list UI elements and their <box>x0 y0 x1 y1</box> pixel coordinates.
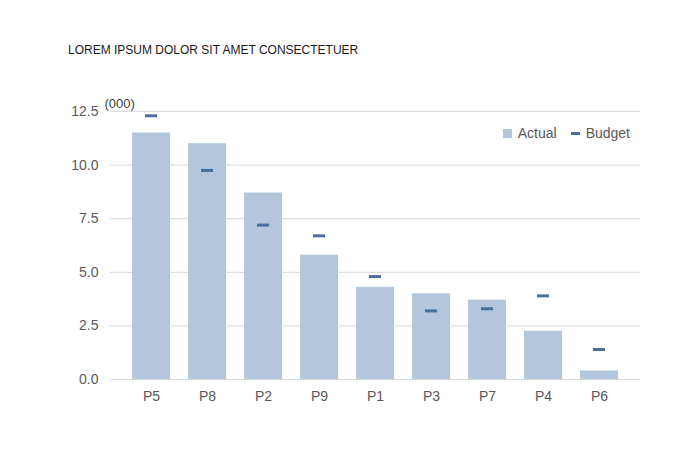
svg-text:P1: P1 <box>367 388 384 404</box>
html-text:LOREM IPSUM DOLOR SIT AMET CON: LOREM IPSUM DOLOR SIT AMET CONSECTETUER <box>68 43 359 57</box>
html-text:Budget: Budget <box>585 125 630 141</box>
svg-text:P2: P2 <box>255 388 272 404</box>
svg-text:P6: P6 <box>591 388 608 404</box>
svg-text:(000): (000) <box>105 96 135 111</box>
svg-text:2.5: 2.5 <box>79 317 99 333</box>
svg-text:0.0: 0.0 <box>79 371 99 387</box>
svg-text:P8: P8 <box>199 388 216 404</box>
svg-text:P3: P3 <box>423 388 440 404</box>
svg-text:P4: P4 <box>535 388 552 404</box>
svg-text:7.5: 7.5 <box>79 210 99 226</box>
html-text:Actual: Actual <box>517 125 557 141</box>
svg-text:12.5: 12.5 <box>71 103 98 119</box>
svg-text:10.0: 10.0 <box>71 157 98 173</box>
svg-text:P5: P5 <box>143 388 160 404</box>
svg-text:P9: P9 <box>311 388 328 404</box>
svg-text:P7: P7 <box>479 388 496 404</box>
svg-text:5.0: 5.0 <box>79 264 99 280</box>
